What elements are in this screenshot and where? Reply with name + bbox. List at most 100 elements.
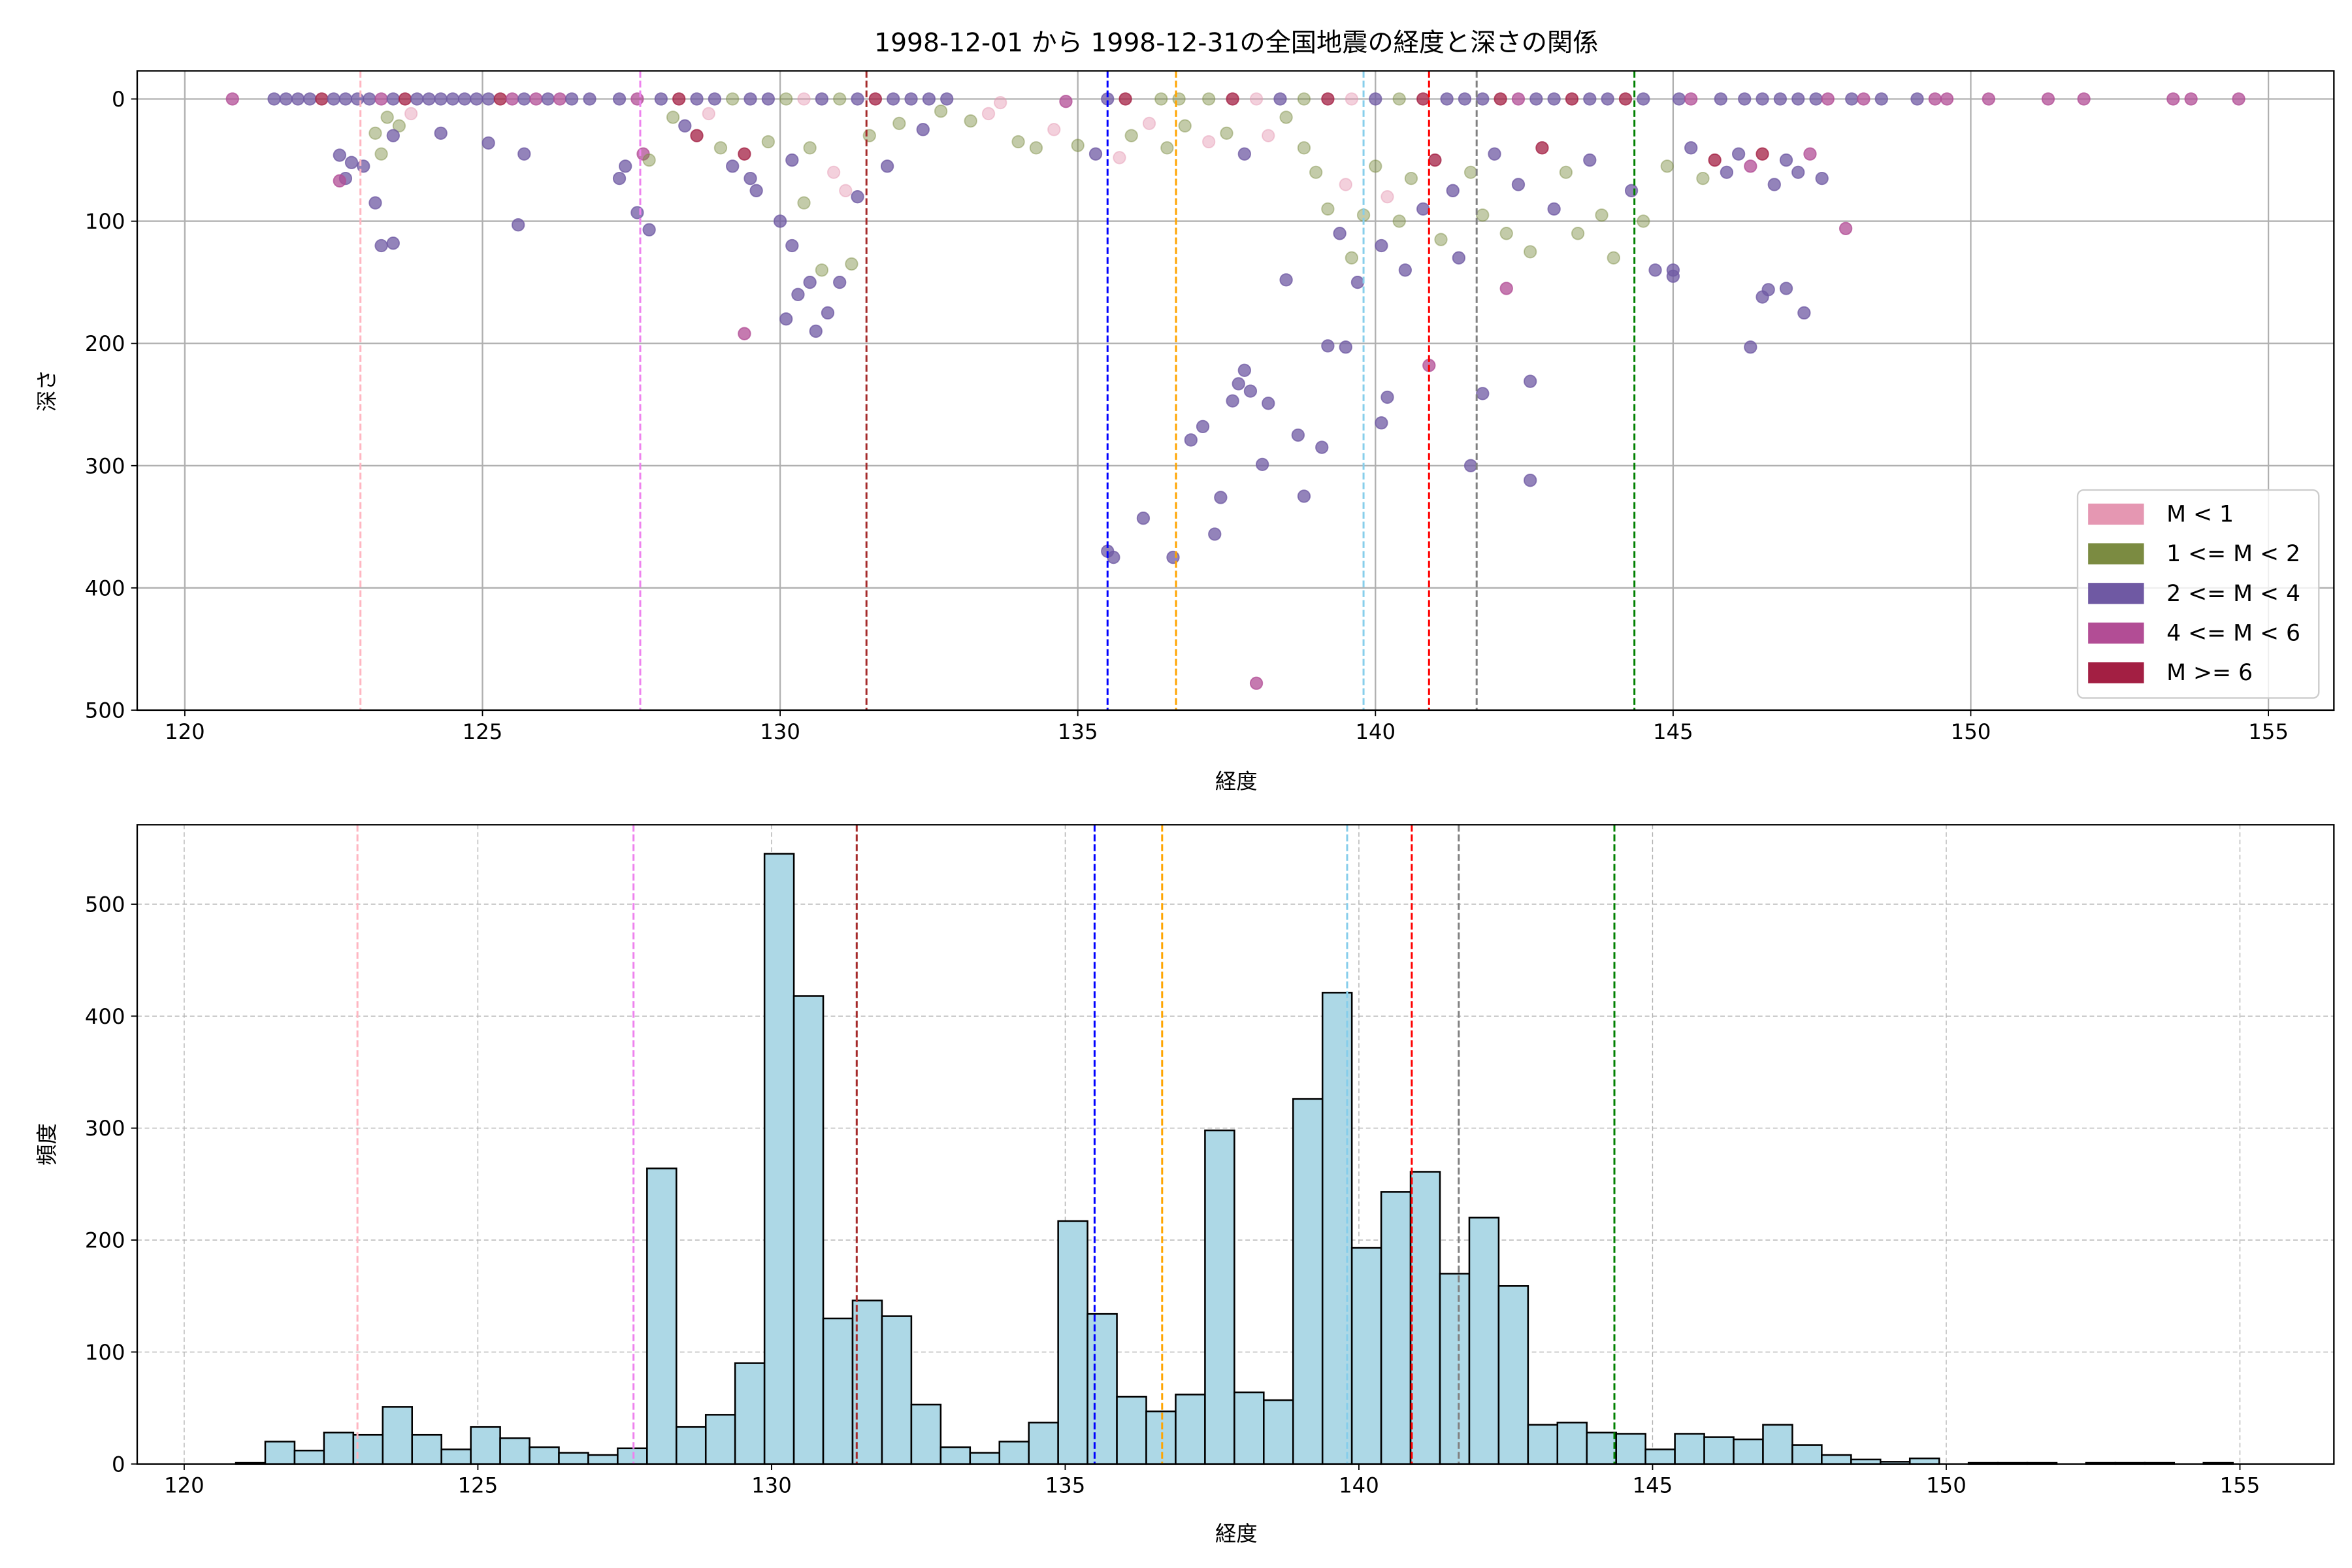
scatter-point <box>2077 92 2091 106</box>
scatter-point <box>1321 202 1335 216</box>
scatter-point <box>1463 165 1478 179</box>
histogram-bar <box>558 1452 589 1465</box>
scatter-point <box>1309 165 1323 179</box>
scatter-point <box>702 106 715 121</box>
x-tick-label: 120 <box>165 719 205 744</box>
x-tick-label: 135 <box>1045 1473 1086 1498</box>
scatter-point <box>1624 184 1639 197</box>
scatter-point <box>1666 263 1680 277</box>
scatter-point <box>1928 92 1942 106</box>
scatter-point <box>1476 208 1490 222</box>
scatter-point <box>2166 92 2180 106</box>
scatter-point <box>357 159 370 173</box>
legend-swatch <box>2088 543 2144 564</box>
scatter-point <box>1565 92 1579 106</box>
scatter-point <box>821 306 835 320</box>
scatter-point <box>887 92 900 106</box>
scatter-point <box>1256 457 1269 472</box>
histogram-bar <box>264 1441 296 1465</box>
scatter-point <box>779 312 793 326</box>
histogram-bar <box>1468 1217 1500 1465</box>
scatter-point <box>1637 92 1650 106</box>
scatter-point <box>743 171 757 186</box>
scatter-point <box>1524 245 1537 259</box>
scatter-point <box>815 263 829 277</box>
scatter-point <box>1940 92 1954 106</box>
y-tick-label: 100 <box>85 209 125 234</box>
scatter-point <box>482 92 495 106</box>
scatter-point <box>666 110 680 124</box>
scatter-point <box>344 155 359 169</box>
scatter-point <box>934 105 948 118</box>
scatter-point <box>690 129 704 142</box>
scatter-point <box>529 92 543 106</box>
scatter-point <box>350 92 365 106</box>
scatter-point <box>1279 110 1293 124</box>
histogram-bar <box>1145 1410 1177 1465</box>
scatter-point <box>517 147 531 161</box>
legend-swatch <box>2088 583 2144 604</box>
histogram-axes: 120 125 130 135 140 145 150 155 0 100 200 300 400 500 <box>85 824 2335 1498</box>
scatter-point <box>1142 116 1156 131</box>
legend-label: M >= 6 <box>2166 660 2253 686</box>
histogram-bar <box>1703 1436 1735 1465</box>
histogram-bar <box>470 1426 501 1465</box>
y-tick-label: 300 <box>85 1116 125 1141</box>
scatter-point <box>713 141 728 155</box>
x-tick-label: 145 <box>1633 1473 1673 1498</box>
scatter-point <box>422 92 436 106</box>
x-tick-label: 130 <box>751 1473 792 1498</box>
x-tick-label: 150 <box>1926 1473 1967 1498</box>
histogram-bar <box>1409 1171 1441 1465</box>
legend-swatch <box>2088 503 2144 525</box>
scatter-point <box>279 92 293 106</box>
histogram-bar <box>1791 1444 1823 1465</box>
scatter-point <box>1744 159 1757 173</box>
x-tick-label: 140 <box>1355 719 1396 744</box>
scatter-point <box>1529 92 1543 106</box>
grid <box>137 825 2334 1465</box>
scatter-point <box>1845 92 1859 106</box>
scatter-point <box>1779 153 1793 167</box>
scatter-point <box>803 275 817 289</box>
scatter-point <box>851 190 864 204</box>
scatter-point <box>446 92 460 106</box>
scatter-point <box>404 106 418 121</box>
scatter-point <box>1339 178 1352 191</box>
histogram-bar <box>323 1431 355 1465</box>
legend-label: M < 1 <box>2166 501 2234 527</box>
legend-item: 2 <= M < 4 <box>2088 581 2300 607</box>
scatter-point <box>267 92 281 106</box>
scatter-point <box>690 92 704 106</box>
scatter-point <box>1773 92 1788 106</box>
scatter-point <box>1476 92 1490 106</box>
scatter-point <box>1488 147 1501 161</box>
scatter-point <box>1398 263 1412 277</box>
scatter-point <box>1583 153 1597 167</box>
scatter-point <box>1249 676 1264 690</box>
scatter-point <box>994 95 1007 110</box>
scatter-point <box>1273 92 1287 106</box>
scatter-point <box>1428 153 1442 167</box>
histogram-bar <box>734 1362 766 1465</box>
scatter-point <box>880 159 894 173</box>
scatter-point <box>1375 416 1388 430</box>
scatter-point <box>1392 92 1406 106</box>
scatter-point <box>868 92 883 106</box>
scatter-point <box>1232 377 1245 391</box>
scatter-point <box>1345 92 1358 106</box>
histogram-bar <box>1586 1431 1617 1465</box>
scatter-point <box>1547 92 1561 106</box>
scatter-point <box>809 324 823 338</box>
scatter-point <box>612 171 627 186</box>
scatter-point <box>1744 340 1757 354</box>
scatter-point <box>1761 283 1775 297</box>
scatter-point <box>2184 92 2198 106</box>
scatter-point <box>654 92 668 106</box>
histogram-bar <box>1263 1399 1294 1465</box>
scatter-point <box>1047 123 1061 137</box>
scatter-point <box>1166 550 1180 564</box>
scatter-point <box>743 92 757 106</box>
legend-swatch <box>2088 662 2144 683</box>
scatter-point <box>1107 550 1120 564</box>
